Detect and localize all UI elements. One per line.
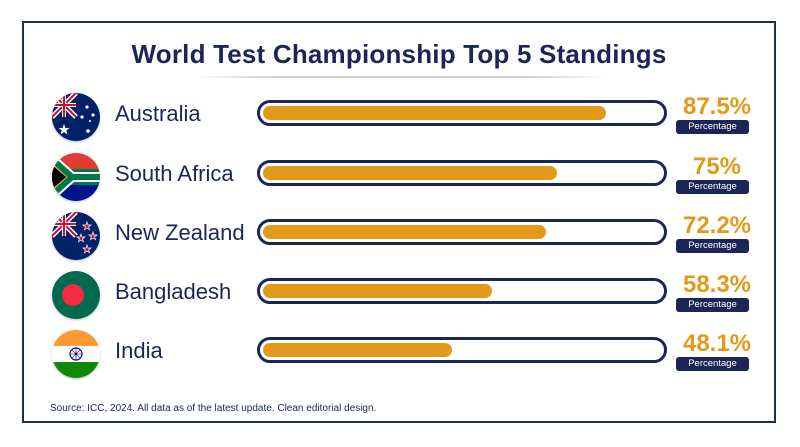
country-label: New Zealand [115, 220, 245, 245]
country-label: Bangladesh [115, 279, 232, 304]
title-divider [194, 76, 608, 78]
bangladesh-flag-icon [52, 271, 100, 319]
progress-fill [263, 284, 492, 298]
percentage-caption: Percentage [676, 357, 749, 371]
progress-fill [263, 225, 546, 239]
progress-track [257, 100, 667, 126]
standing-row-south-africa: South Africa 75% Percentage [24, 149, 778, 205]
chart-title: World Test Championship Top 5 Standings [131, 39, 667, 69]
percentage-value: 75% [692, 153, 742, 180]
standing-row-new-zealand: New Zealand 72.2% Percentage [24, 208, 778, 264]
chart-frame: World Test Championship Top 5 Standings [22, 21, 776, 423]
india-flag-icon [52, 330, 100, 378]
country-label: India [115, 338, 163, 363]
standing-row-bangladesh: Bangladesh 58.3% Percentage [24, 267, 778, 323]
progress-track [257, 160, 667, 186]
standing-row-india: India 48.1% Percentage [24, 326, 778, 382]
percentage-value: 48.1% [682, 330, 752, 357]
percentage-value: 58.3% [682, 271, 752, 298]
percentage-value: 87.5% [682, 93, 752, 120]
progress-track [257, 219, 667, 245]
percentage-value: 72.2% [682, 212, 752, 239]
source-note: Source: ICC, 2024. All data as of the la… [50, 403, 377, 414]
country-label: South Africa [115, 161, 234, 186]
percentage-caption: Percentage [676, 239, 749, 253]
percentage-caption: Percentage [676, 180, 749, 194]
percentage-caption: Percentage [676, 298, 749, 312]
progress-fill [263, 166, 557, 180]
progress-fill [263, 343, 452, 357]
australia-flag-icon [52, 93, 100, 141]
south-africa-flag-icon [52, 153, 100, 201]
progress-track [257, 337, 667, 363]
progress-fill [263, 106, 606, 120]
standing-row-australia: Australia 87.5% Percentage [24, 89, 778, 145]
progress-track [257, 278, 667, 304]
new-zealand-flag-icon [52, 212, 100, 260]
percentage-caption: Percentage [676, 120, 749, 134]
country-label: Australia [115, 101, 201, 126]
